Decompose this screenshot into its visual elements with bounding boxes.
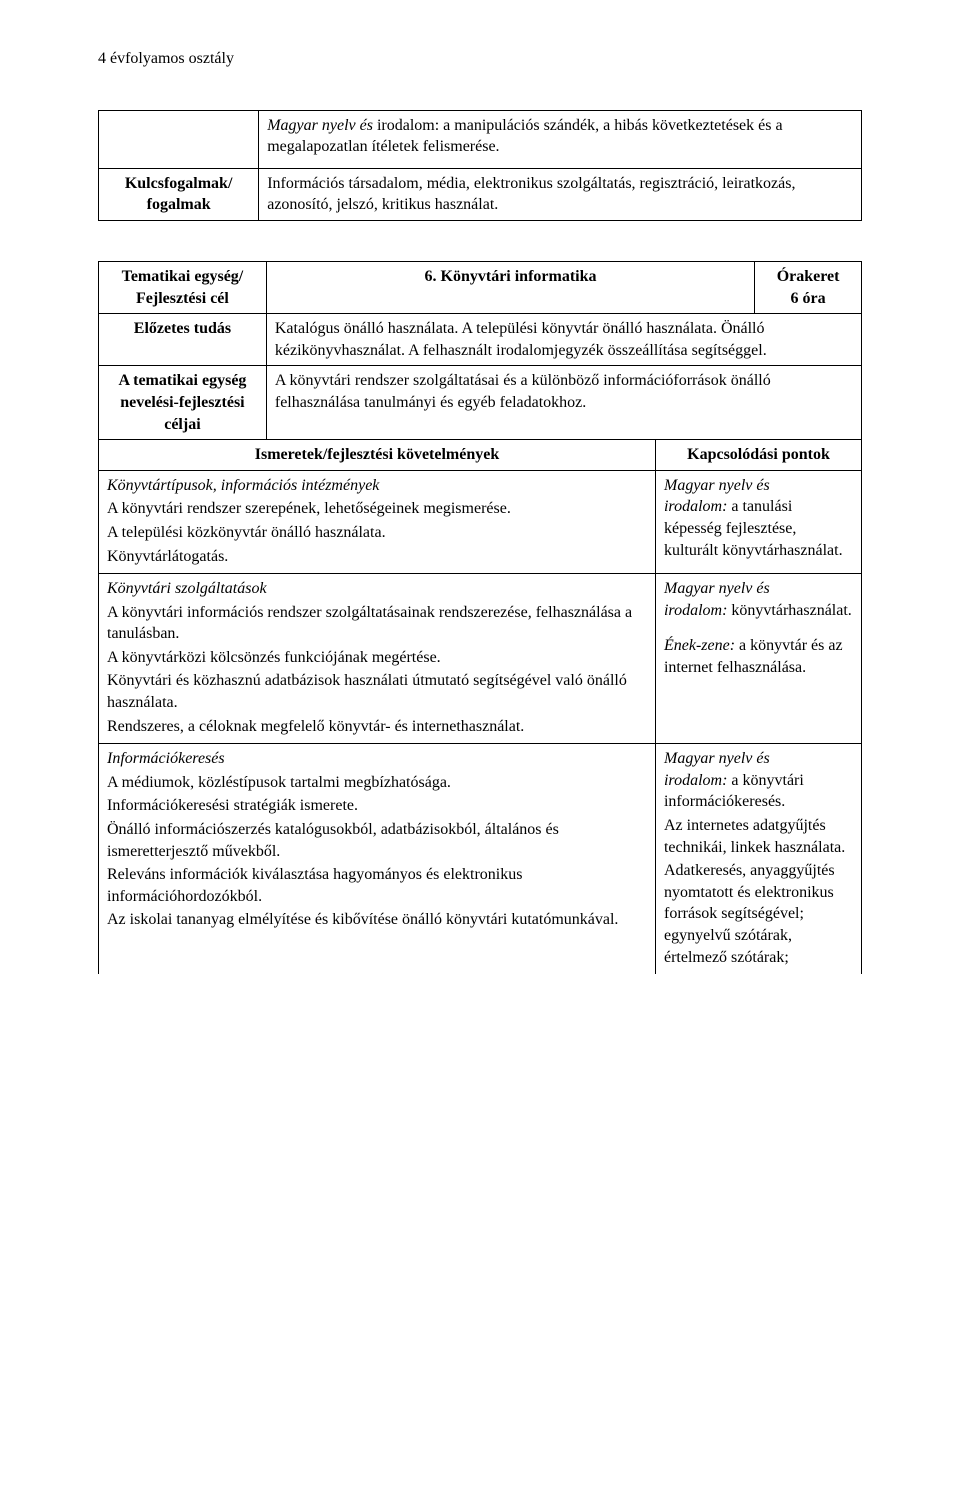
- sec1-right: Magyar nyelv és irodalom: a tanulási kép…: [655, 470, 861, 573]
- kulcsfogalmak-content: Információs társadalom, média, elektroni…: [267, 175, 795, 214]
- sec2-title: Könyvtári szolgáltatások: [107, 580, 267, 597]
- table-row: Tematikai egység/ Fejlesztési cél 6. Kön…: [99, 261, 862, 313]
- table-row: Ismeretek/fejlesztési követelmények Kapc…: [99, 440, 862, 470]
- kulcsfogalmak-label-cell: Kulcsfogalmak/ fogalmak: [99, 168, 259, 220]
- unit-row3-right-text: A könyvtári rendszer szolgáltatásai és a…: [275, 372, 771, 411]
- unit-row3-left: A tematikai egység nevelési-fejlesztési …: [99, 366, 267, 440]
- sec2-r3: Ének-zene:: [664, 637, 735, 654]
- sec1-left: Könyvtártípusok, információs intézmények…: [99, 470, 656, 573]
- right-para-cell: Magyar nyelv és irodalom: a manipulációs…: [259, 110, 862, 168]
- sec3-l3: Önálló információszerzés katalógusokból,…: [107, 819, 647, 862]
- unit-row2-left: Előzetes tudás: [99, 314, 267, 366]
- req-head-right: Kapcsolódási pontok: [655, 440, 861, 470]
- sec1-r2: irodalom:: [664, 498, 727, 515]
- subject-label: Magyar nyelv és: [267, 117, 373, 134]
- unit-row3-left1: A tematikai egység: [118, 372, 246, 389]
- sec3-r3: Az internetes adatgyűjtés technikái, lin…: [664, 815, 853, 858]
- key-concepts-table: Magyar nyelv és irodalom: a manipulációs…: [98, 110, 862, 221]
- kulcsfogalmak-label-2: fogalmak: [147, 196, 211, 213]
- sec2-right: Magyar nyelv és irodalom: könyvtárhaszná…: [655, 574, 861, 744]
- req-head-left: Ismeretek/fejlesztési követelmények: [99, 440, 656, 470]
- unit-row1-left: Tematikai egység/ Fejlesztési cél: [99, 261, 267, 313]
- sec2-left: Könyvtári szolgáltatások A könyvtári inf…: [99, 574, 656, 744]
- sec2-l3: Könyvtári és közhasznú adatbázisok haszn…: [107, 670, 647, 713]
- unit-row2-left-text: Előzetes tudás: [134, 320, 231, 337]
- sec3-right: Magyar nyelv és irodalom: a könyvtári in…: [655, 744, 861, 974]
- requirements-table: Ismeretek/fejlesztési követelmények Kapc…: [98, 440, 862, 974]
- table-row: A tematikai egység nevelési-fejlesztési …: [99, 366, 862, 440]
- document-page: 4 évfolyamos osztály Magyar nyelv és iro…: [0, 0, 960, 1496]
- unit-row3-left3: céljai: [164, 416, 200, 433]
- empty-cell: [99, 110, 259, 168]
- kulcsfogalmak-content-cell: Információs társadalom, média, elektroni…: [259, 168, 862, 220]
- table-row: Magyar nyelv és irodalom: a manipulációs…: [99, 110, 862, 168]
- unit-row3-left2: nevelési-fejlesztési: [120, 394, 244, 411]
- unit-row1-left1: Tematikai egység/: [122, 268, 244, 285]
- unit-row1-left2: Fejlesztési cél: [136, 290, 229, 307]
- unit-row2-right: Katalógus önálló használata. A település…: [266, 314, 861, 366]
- req-head-right-text: Kapcsolódási pontok: [687, 446, 830, 463]
- unit-row1-right2: 6 óra: [791, 290, 826, 307]
- sec3-r2: irodalom:: [664, 772, 727, 789]
- table-row: Kulcsfogalmak/ fogalmak Információs társ…: [99, 168, 862, 220]
- unit-table: Tematikai egység/ Fejlesztési cél 6. Kön…: [98, 261, 862, 440]
- unit-row3-right: A könyvtári rendszer szolgáltatásai és a…: [266, 366, 861, 440]
- req-head-left-text: Ismeretek/fejlesztési követelmények: [255, 446, 500, 463]
- sec3-left: Információkeresés A médiumok, közléstípu…: [99, 744, 656, 974]
- table-row: Könyvtári szolgáltatások A könyvtári inf…: [99, 574, 862, 744]
- sec2-l4: Rendszeres, a céloknak megfelelő könyvtá…: [107, 716, 647, 738]
- sec1-l2: A települési közkönyvtár önálló használa…: [107, 522, 647, 544]
- sec3-l2: Információkeresési stratégiák ismerete.: [107, 795, 647, 817]
- sec2-l2: A könyvtárközi kölcsönzés funkciójának m…: [107, 647, 647, 669]
- table-row: Információkeresés A médiumok, közléstípu…: [99, 744, 862, 974]
- sec3-l4: Releváns információk kiválasztása hagyom…: [107, 864, 647, 907]
- sec1-r1: Magyar nyelv és: [664, 477, 770, 494]
- unit-row2-right-text: Katalógus önálló használata. A település…: [275, 320, 767, 359]
- sec3-l1: A médiumok, közléstípusok tartalmi megbí…: [107, 772, 647, 794]
- key-concepts-block: Magyar nyelv és irodalom: a manipulációs…: [98, 110, 862, 221]
- unit-row1-mid: 6. Könyvtári informatika: [266, 261, 754, 313]
- sec1-title: Könyvtártípusok, információs intézmények: [107, 477, 379, 494]
- sec2-r2: irodalom:: [664, 602, 727, 619]
- right-para: Magyar nyelv és irodalom: a manipulációs…: [267, 115, 853, 158]
- table-row: Előzetes tudás Katalógus önálló használa…: [99, 314, 862, 366]
- page-header: 4 évfolyamos osztály: [98, 48, 862, 70]
- sec3-r4: Adatkeresés, anyaggyűjtés nyomtatott és …: [664, 860, 853, 968]
- sec2-r2b: könyvtárhasználat.: [727, 602, 851, 619]
- sec3-title: Információkeresés: [107, 750, 225, 767]
- unit-row1-right: Órakeret 6 óra: [755, 261, 862, 313]
- sec1-l3: Könyvtárlátogatás.: [107, 546, 647, 568]
- sec2-r1: Magyar nyelv és: [664, 580, 770, 597]
- unit-row1-right1: Órakeret: [777, 268, 840, 285]
- unit-row1-mid-text: 6. Könyvtári informatika: [425, 268, 597, 285]
- sec1-l1: A könyvtári rendszer szerepének, lehetős…: [107, 498, 647, 520]
- sec3-l5: Az iskolai tananyag elmélyítése és kibőv…: [107, 909, 647, 931]
- table-row: Könyvtártípusok, információs intézmények…: [99, 470, 862, 573]
- sec3-r1: Magyar nyelv és: [664, 750, 770, 767]
- kulcsfogalmak-label-1: Kulcsfogalmak/: [125, 175, 233, 192]
- sec2-l1: A könyvtári információs rendszer szolgál…: [107, 602, 647, 645]
